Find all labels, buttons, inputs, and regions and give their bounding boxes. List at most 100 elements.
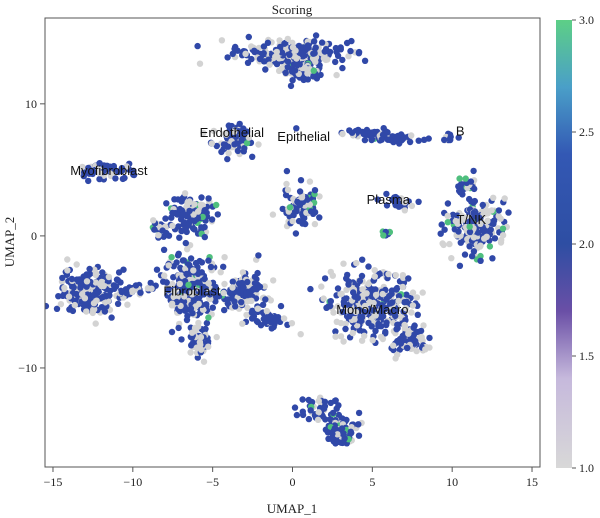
- scatter-point: [184, 246, 191, 253]
- scatter-point: [206, 291, 214, 298]
- scatter-point: [470, 167, 477, 175]
- cluster-label: Fibroblast: [163, 283, 220, 298]
- scatter-point: [401, 199, 408, 206]
- scatter-point: [383, 202, 391, 209]
- scatter-point: [332, 58, 339, 66]
- scatter-point: [296, 61, 303, 68]
- scatter-point: [305, 415, 313, 423]
- scatter-point: [251, 280, 259, 287]
- scatter-point: [64, 256, 71, 263]
- scatter-point: [92, 270, 100, 277]
- scatter-point: [85, 177, 92, 185]
- scatter-point: [180, 257, 187, 264]
- scatter-point: [53, 305, 61, 312]
- scatter-point: [359, 313, 366, 321]
- scatter-point: [197, 334, 205, 341]
- scatter-point: [79, 163, 86, 171]
- scatter-point: [446, 136, 453, 143]
- scatter-point: [405, 275, 412, 282]
- scatter-point: [353, 259, 360, 267]
- scatter-point: [337, 46, 344, 53]
- scatter-point: [415, 137, 422, 144]
- scatter-point: [270, 277, 277, 284]
- scatter-point: [406, 138, 414, 146]
- scatter-point: [314, 416, 322, 423]
- scatter-point: [293, 55, 300, 62]
- scatter-point: [185, 281, 192, 289]
- scatter-point: [326, 302, 334, 310]
- scatter-point: [387, 309, 394, 316]
- scatter-point: [293, 125, 300, 132]
- scatter-point: [245, 289, 252, 297]
- scatter-point: [251, 273, 259, 281]
- scatter-point: [218, 37, 226, 44]
- scatter-point: [45, 302, 50, 310]
- scatter-point: [387, 300, 394, 307]
- scatter-point: [57, 301, 65, 308]
- scatter-point: [341, 295, 348, 302]
- scatter-point: [329, 430, 336, 438]
- colorbar-tick-label: 3.0: [579, 13, 594, 27]
- scatter-point: [178, 198, 185, 205]
- scatter-point: [244, 304, 251, 312]
- scatter-point: [223, 131, 230, 138]
- scatter-point: [290, 211, 297, 219]
- scatter-point: [250, 285, 257, 293]
- scatter-point: [213, 201, 220, 209]
- scatter-point: [441, 136, 448, 144]
- scatter-point: [462, 175, 469, 182]
- scatter-point: [207, 295, 214, 303]
- x-tick-label: 15: [526, 475, 538, 489]
- scatter-point: [334, 303, 341, 310]
- scatter-point: [269, 211, 277, 218]
- scatter-point: [240, 148, 247, 155]
- scatter-point: [190, 297, 197, 305]
- x-tick-label: 0: [290, 475, 296, 489]
- scatter-point: [315, 409, 322, 416]
- scatter-point: [470, 234, 477, 241]
- scatter-point: [477, 220, 484, 227]
- scatter-point: [345, 281, 352, 288]
- scatter-point: [339, 56, 346, 64]
- scatter-point: [415, 198, 422, 205]
- scatter-point: [448, 255, 455, 262]
- scatter-point: [393, 307, 400, 314]
- scatter-point: [249, 153, 256, 160]
- y-axis: −10 0 10: [18, 97, 45, 375]
- scatter-point: [163, 279, 170, 286]
- scatter-point: [471, 185, 478, 193]
- scatter-point: [186, 207, 193, 215]
- scatter-point: [187, 305, 195, 312]
- scatter-point: [92, 320, 99, 327]
- scatter-point: [234, 147, 242, 155]
- scatter-point: [410, 331, 417, 339]
- scatter-point: [248, 309, 256, 316]
- scatter-point: [181, 190, 189, 197]
- scatter-point: [112, 175, 119, 182]
- scatter-point: [332, 397, 339, 404]
- scatter-point: [363, 290, 370, 297]
- scatter-point: [214, 211, 221, 218]
- scatter-point: [278, 49, 286, 56]
- scatter-point: [261, 283, 268, 290]
- scatter-point: [76, 276, 83, 283]
- x-tick-label: −15: [44, 475, 63, 489]
- colorbar-tick-label: 2.0: [579, 237, 594, 251]
- scatter-point: [327, 298, 334, 305]
- scatter-point: [144, 285, 152, 292]
- scatter-point: [298, 194, 306, 201]
- scatter-point: [306, 201, 313, 208]
- scatter-point: [413, 347, 420, 355]
- scatter-point: [284, 35, 291, 43]
- scatter-point: [455, 134, 462, 141]
- scatter-point: [188, 342, 195, 349]
- scatter-point: [96, 175, 103, 183]
- scatter-point: [61, 284, 68, 292]
- x-tick-label: 10: [446, 475, 458, 489]
- scatter-point: [340, 301, 348, 309]
- scatter-point: [476, 214, 483, 221]
- scatter-point: [497, 215, 504, 222]
- scatter-point: [190, 211, 197, 218]
- scatter-point: [349, 329, 356, 337]
- scatter-point: [130, 171, 137, 178]
